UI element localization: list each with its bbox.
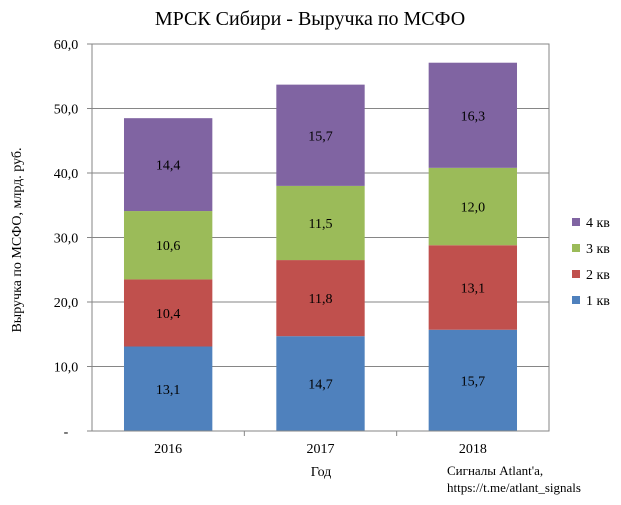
y-tick-label: 40,0 — [54, 167, 79, 182]
bar-segment — [276, 260, 365, 337]
data-label: 12,0 — [461, 201, 486, 216]
bar-segment — [428, 167, 518, 246]
x-axis-label: Год — [311, 465, 332, 480]
x-tick-label: 2016 — [154, 442, 182, 457]
data-label: 11,8 — [309, 292, 333, 307]
bar-segment — [123, 279, 213, 347]
y-axis-label: Выручка по МСФО, млрд. руб. — [10, 147, 25, 332]
source-note-line2: https://t.me/atlant_signals — [447, 480, 581, 495]
y-tick-label: 30,0 — [54, 232, 79, 247]
bar-segment — [123, 346, 213, 431]
bars-group: 13,1 10,4 10,6 14,4 14,7 11,8 11,5 15,7 15,7 13,1… — [123, 62, 518, 431]
data-label: 11,5 — [309, 217, 333, 232]
data-label: 14,7 — [308, 378, 333, 393]
bar-segment — [123, 211, 213, 280]
y-tick-label: 10,0 — [54, 361, 79, 376]
data-label: 13,1 — [461, 281, 486, 296]
axes: - 10,0 20,0 30,0 40,0 50,0 60,0 2016 2017 2018 — [54, 38, 550, 457]
bar-segment — [428, 329, 518, 431]
data-label: 10,4 — [156, 307, 181, 322]
data-label: 10,6 — [156, 239, 181, 254]
data-label: 13,1 — [156, 383, 181, 398]
data-label: 15,7 — [461, 374, 486, 389]
legend-swatch — [572, 296, 580, 304]
plot-area-border — [91, 43, 550, 432]
bar-segment — [276, 336, 365, 431]
data-label: 16,3 — [461, 109, 486, 124]
y-tick-label: 20,0 — [54, 296, 79, 311]
data-label: 14,4 — [156, 159, 181, 174]
x-tick-label: 2017 — [307, 442, 335, 457]
legend-swatch — [572, 218, 580, 226]
y-tick-label: 60,0 — [54, 38, 79, 53]
bar-segment — [428, 62, 518, 168]
chart-title: МРСК Сибири - Выручка по МСФО — [155, 8, 465, 30]
legend: 4 кв 3 кв 2 кв 1 кв — [572, 216, 610, 309]
y-tick-label: 50,0 — [54, 103, 79, 118]
legend-swatch — [572, 244, 580, 252]
x-tick-label: 2018 — [459, 442, 487, 457]
legend-label: 2 кв — [586, 268, 610, 283]
data-label: 15,7 — [308, 129, 333, 144]
legend-swatch — [572, 270, 580, 278]
legend-label: 1 кв — [586, 294, 610, 309]
bar-segment — [276, 185, 365, 261]
bar-segment — [276, 84, 365, 186]
source-note-line1: Сигналы Atlant'a, — [447, 463, 543, 478]
legend-label: 3 кв — [586, 242, 610, 257]
bar-segment — [428, 245, 518, 330]
bar-segment — [123, 118, 213, 212]
legend-label: 4 кв — [586, 216, 610, 231]
y-tick-label: - — [64, 425, 69, 440]
